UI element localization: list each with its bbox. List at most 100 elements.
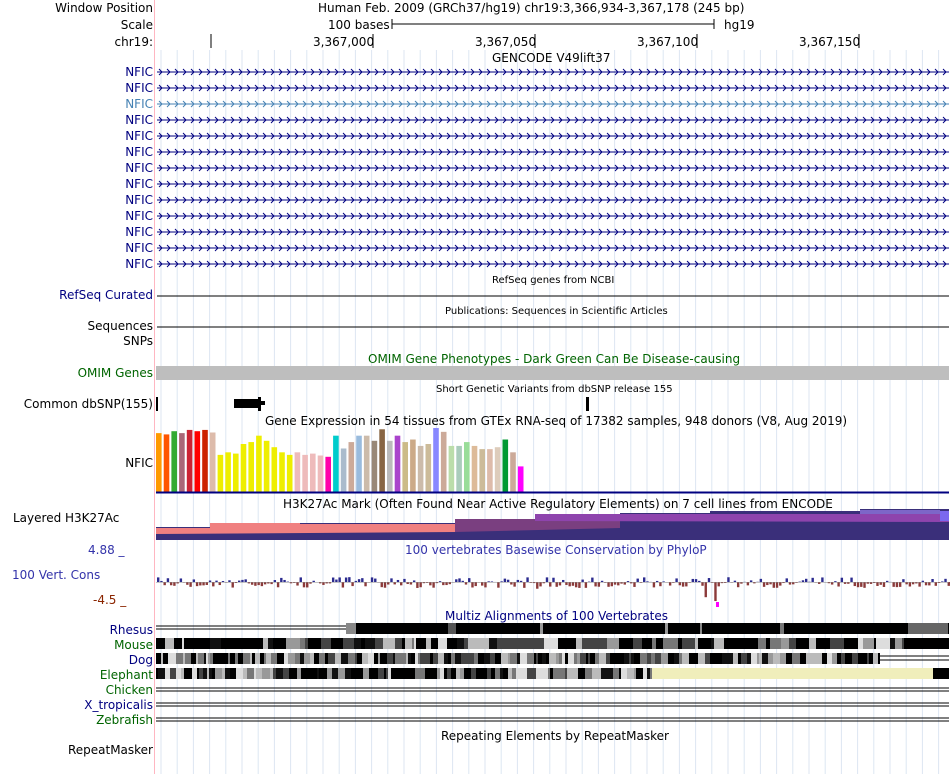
gtex-tissue-bar: [379, 429, 385, 492]
gencode-transcript-label[interactable]: NFIC: [125, 65, 153, 79]
gencode-transcript-label[interactable]: NFIC: [125, 113, 153, 127]
multiz-block: [527, 653, 534, 664]
multiz-block: [601, 668, 603, 679]
phylop-bar: [250, 582, 254, 585]
multiz-block: [264, 653, 266, 664]
gencode-transcript-label[interactable]: NFIC: [125, 257, 153, 271]
multiz-species-label[interactable]: X_tropicalis: [84, 698, 153, 712]
multiz-species-label[interactable]: Chicken: [105, 683, 153, 697]
phylop-bar: [383, 582, 387, 588]
gencode-transcript-label[interactable]: NFIC: [125, 161, 153, 175]
multiz-block: [895, 638, 902, 649]
phylop-bar: [257, 582, 260, 586]
multiz-block: [288, 653, 295, 664]
multiz-block: [495, 668, 500, 679]
phylop-bar: [581, 579, 584, 582]
window-position-label: Window Position: [55, 1, 153, 15]
gtex-tissue-bar: [417, 445, 424, 492]
multiz-block: [388, 668, 391, 679]
multiz-block: [780, 623, 784, 634]
multiz-block: [572, 668, 578, 679]
multiz-block: [542, 668, 548, 679]
multiz-block: [295, 653, 300, 664]
gtex-tissue-bar: [410, 439, 416, 492]
refseq-track-title: RefSeq genes from NCBI: [492, 275, 615, 286]
gencode-transcript-label[interactable]: NFIC: [125, 81, 153, 95]
phylop-bar: [924, 582, 928, 586]
multiz-species-label[interactable]: Mouse: [114, 638, 153, 652]
gencode-transcript-label[interactable]: NFIC: [125, 209, 153, 223]
phylop-bar: [445, 582, 448, 586]
phylop-bar: [464, 582, 468, 585]
gencode-transcript-label[interactable]: NFIC: [125, 241, 153, 255]
multiz-block: [822, 653, 827, 664]
phylop-bar: [681, 582, 685, 587]
phylop-bar: [409, 582, 413, 585]
multiz-block: [263, 638, 268, 649]
multiz-block: [444, 653, 448, 664]
multiz-block: [210, 638, 221, 649]
multiz-block: [300, 638, 305, 649]
multiz-block: [351, 668, 356, 679]
phylop-bar: [659, 582, 662, 587]
phylop-bar: [678, 582, 682, 586]
gencode-transcript-label[interactable]: NFIC: [125, 225, 153, 239]
gtex-tissue-bar: [325, 456, 331, 492]
gencode-transcript-label[interactable]: NFIC: [125, 177, 153, 191]
gencode-transcript-label[interactable]: NFIC: [125, 129, 153, 143]
phylop-bar: [766, 582, 769, 586]
multiz-block: [511, 638, 524, 649]
phylop-bar: [306, 582, 309, 588]
multiz-block: [416, 638, 426, 649]
phylop-bar: [908, 582, 912, 587]
multiz-block: [314, 653, 319, 664]
multiz-species-label[interactable]: Rhesus: [109, 623, 153, 637]
gtex-tissue-bar: [479, 449, 485, 492]
phylop-bar: [192, 579, 196, 582]
multiz-block: [363, 668, 369, 679]
multiz-species-label[interactable]: Zebrafish: [96, 713, 153, 727]
repeatmasker-track-label[interactable]: RepeatMasker: [67, 743, 153, 757]
pubs-sequences-label[interactable]: Sequences: [87, 319, 153, 333]
multiz-block: [863, 638, 874, 649]
gtex-tissue-bar: [171, 431, 177, 492]
multiz-block: [252, 653, 255, 664]
phylop-bar: [759, 578, 763, 582]
gtex-tissue-bar: [425, 444, 432, 492]
multiz-block: [335, 653, 341, 664]
phylop-bar: [361, 578, 364, 582]
multiz-block: [406, 653, 408, 664]
multiz-block: [301, 668, 307, 679]
phylop-track-label[interactable]: 100 Vert. Cons: [12, 568, 101, 582]
multiz-block: [338, 668, 345, 679]
multiz-block: [430, 668, 437, 679]
multiz-block: [433, 653, 438, 664]
gencode-transcript-label[interactable]: NFIC: [125, 97, 153, 111]
gencode-track-title: GENCODE V49lift37: [492, 51, 611, 65]
gencode-transcript-label[interactable]: NFIC: [125, 193, 153, 207]
multiz-block: [544, 638, 558, 649]
omim-track-label[interactable]: OMIM Genes: [77, 366, 153, 380]
multiz-block: [633, 638, 642, 649]
multiz-block: [876, 638, 890, 649]
dbsnp-track-label[interactable]: Common dbSNP(155): [23, 397, 153, 411]
multiz-block: [571, 653, 574, 664]
multiz-block: [343, 638, 354, 649]
gtex-tissue-bar: [363, 435, 370, 492]
phylop-bar: [918, 582, 921, 587]
gtex-track-label[interactable]: NFIC: [125, 456, 153, 470]
h3k27ac-track-label[interactable]: Layered H3K27Ac: [13, 511, 120, 525]
h3k27ac-layer: [860, 510, 940, 514]
phylop-bar: [474, 582, 477, 587]
pubs-snps-label[interactable]: SNPs: [123, 334, 153, 348]
multiz-species-label[interactable]: Dog: [128, 653, 153, 667]
multiz-block: [158, 653, 161, 664]
phylop-bar: [231, 582, 234, 588]
multiz-species-label[interactable]: Elephant: [99, 668, 153, 682]
multiz-block: [158, 668, 165, 679]
multiz-block: [248, 638, 263, 649]
gencode-transcript-label[interactable]: NFIC: [125, 145, 153, 159]
refseq-track-label[interactable]: RefSeq Curated: [59, 288, 153, 302]
multiz-block: [627, 668, 634, 679]
